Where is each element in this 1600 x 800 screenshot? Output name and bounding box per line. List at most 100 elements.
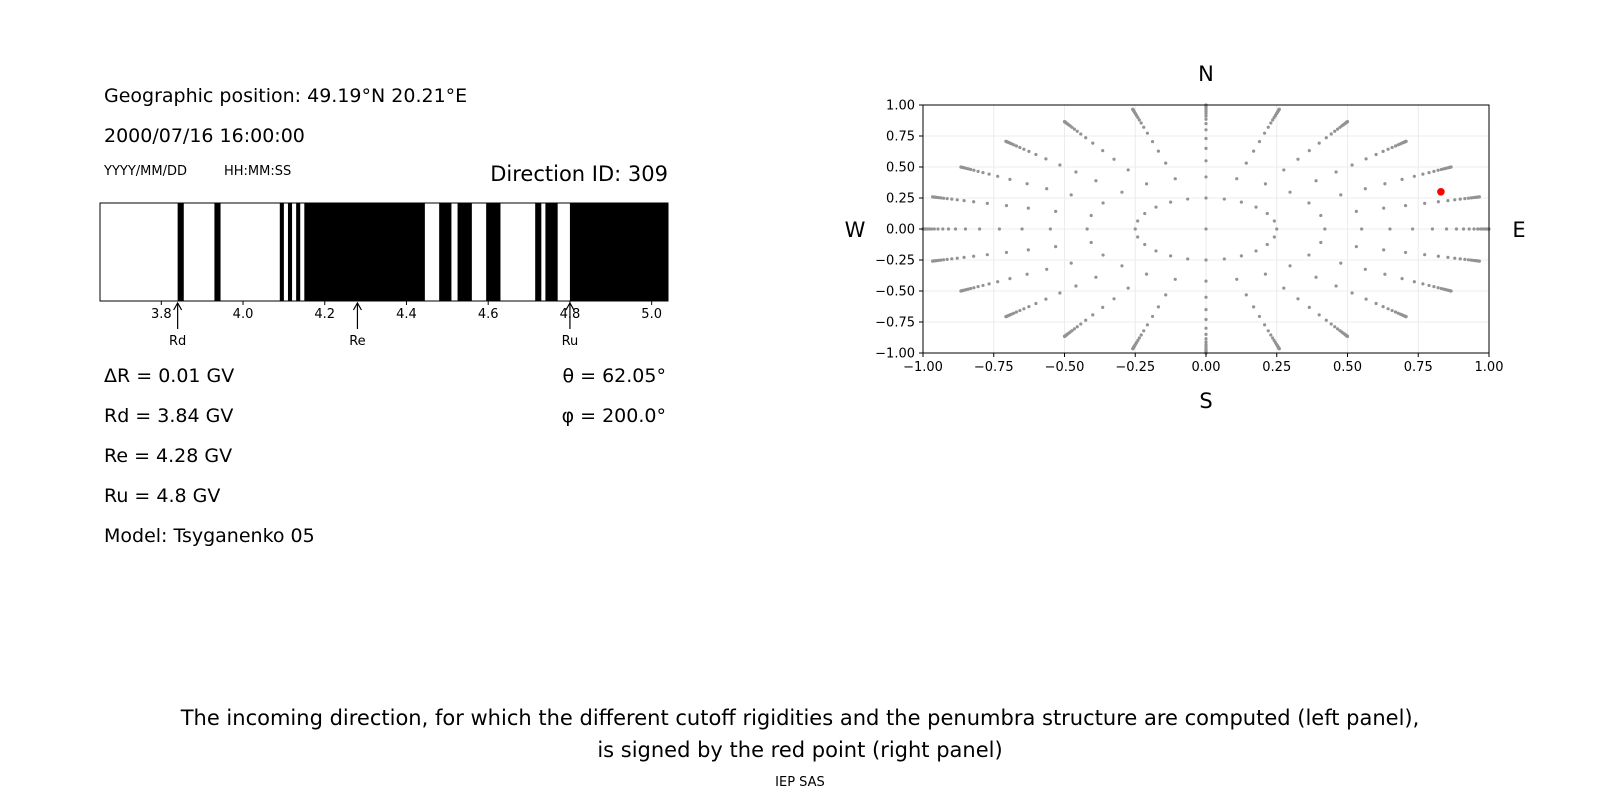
map-y-tick-label: 0.25 — [886, 192, 915, 207]
bar-x-tick-label: 4.0 — [233, 307, 254, 322]
penumbra-forbidden-band — [304, 203, 425, 301]
bar-x-tick-label: 4.4 — [396, 307, 417, 322]
map-y-tick-label: −0.25 — [875, 254, 915, 269]
direction-point — [1463, 197, 1467, 201]
direction-point — [1244, 161, 1248, 165]
direction-point — [1045, 267, 1049, 271]
direction-point — [1354, 209, 1358, 213]
direction-point — [1436, 168, 1440, 172]
direction-point — [1466, 196, 1471, 200]
direction-point — [1018, 308, 1022, 313]
penumbra-forbidden-band — [177, 203, 184, 301]
direction-point — [1383, 182, 1387, 186]
direction-point — [1164, 161, 1168, 165]
direction-point — [962, 198, 966, 203]
map-y-tick-label: 0.00 — [886, 223, 915, 238]
direction-point — [1034, 152, 1038, 157]
direction-point — [1204, 146, 1208, 150]
direction-point — [976, 169, 980, 173]
direction-point — [1204, 175, 1208, 179]
direction-point — [945, 257, 949, 261]
map-y-tick-label: −0.50 — [875, 285, 915, 300]
direction-point — [1112, 297, 1116, 301]
direction-point — [1044, 157, 1048, 161]
direction-point — [1478, 227, 1483, 231]
direction-point — [1400, 177, 1404, 181]
direction-point — [1154, 205, 1158, 209]
footer-credit: IEP SAS — [775, 775, 825, 790]
direction-point — [1058, 163, 1062, 167]
direction-point — [1262, 131, 1267, 135]
direction-point — [1400, 277, 1404, 281]
direction-point — [1204, 332, 1208, 336]
direction-point — [1374, 301, 1378, 306]
direction-point — [1323, 227, 1327, 231]
direction-point — [1382, 248, 1386, 252]
direction-point — [946, 227, 951, 231]
direction-point — [1204, 326, 1208, 330]
map-x-tick-label: −0.50 — [1045, 360, 1085, 375]
direction-point — [1173, 277, 1177, 281]
direction-point — [1136, 219, 1140, 223]
direction-point — [1027, 304, 1031, 309]
map-x-tick-label: 0.25 — [1262, 360, 1291, 375]
penumbra-forbidden-band — [439, 203, 452, 301]
direction-point — [972, 254, 976, 258]
direction-point — [1466, 258, 1471, 262]
map-x-tick-label: −1.00 — [903, 360, 943, 375]
direction-point — [1421, 282, 1425, 286]
direction-point — [1477, 195, 1481, 199]
direction-point — [1345, 120, 1350, 124]
direction-point — [931, 259, 935, 263]
direction-point — [1339, 193, 1343, 197]
direction-point — [1317, 313, 1321, 317]
direction-point — [1436, 200, 1440, 204]
direction-point — [1145, 323, 1150, 327]
direction-point — [1008, 277, 1012, 281]
direction-point — [1381, 304, 1385, 309]
ru-value: Ru = 4.8 GV — [104, 485, 221, 507]
direction-point — [1317, 141, 1321, 145]
direction-point — [981, 283, 985, 288]
direction-point — [1324, 136, 1328, 140]
direction-point — [972, 200, 976, 204]
direction-point — [1142, 329, 1146, 333]
direction-point — [1235, 177, 1239, 181]
direction-point — [1101, 201, 1105, 205]
direction-point — [1277, 347, 1281, 351]
phi-value: φ = 200.0° — [561, 405, 666, 427]
direction-point — [929, 227, 934, 231]
direction-point — [1101, 149, 1105, 153]
direction-point — [1084, 136, 1088, 140]
direction-point — [1288, 190, 1292, 194]
direction-point — [1094, 275, 1098, 279]
direction-point — [950, 257, 954, 261]
direction-point — [1383, 272, 1387, 276]
direction-point — [1272, 219, 1276, 223]
direction-point — [1079, 132, 1083, 136]
direction-point — [1307, 149, 1311, 153]
direction-point — [1364, 297, 1368, 301]
direction-point — [1339, 261, 1343, 265]
direction-point — [1026, 206, 1030, 210]
direction-point — [1137, 118, 1141, 122]
direction-point — [1008, 177, 1012, 181]
direction-point — [1277, 107, 1281, 111]
direction-point — [1004, 203, 1009, 208]
direction-point — [1133, 227, 1137, 231]
direction-point — [981, 170, 985, 175]
direction-point — [1204, 227, 1208, 231]
direction-point — [1266, 125, 1270, 129]
direction-point — [1404, 315, 1408, 319]
direction-point — [1282, 168, 1286, 172]
direction-point — [1404, 139, 1408, 143]
direction-point — [1020, 227, 1024, 231]
figure-caption: The incoming direction, for which the di… — [0, 702, 1600, 766]
direction-point — [1101, 253, 1105, 257]
direction-point — [1364, 157, 1368, 161]
direction-point — [941, 258, 946, 262]
direction-point — [1034, 301, 1038, 306]
direction-point — [1204, 196, 1208, 200]
direction-point — [1319, 240, 1323, 245]
penumbra-forbidden-band — [214, 203, 221, 301]
